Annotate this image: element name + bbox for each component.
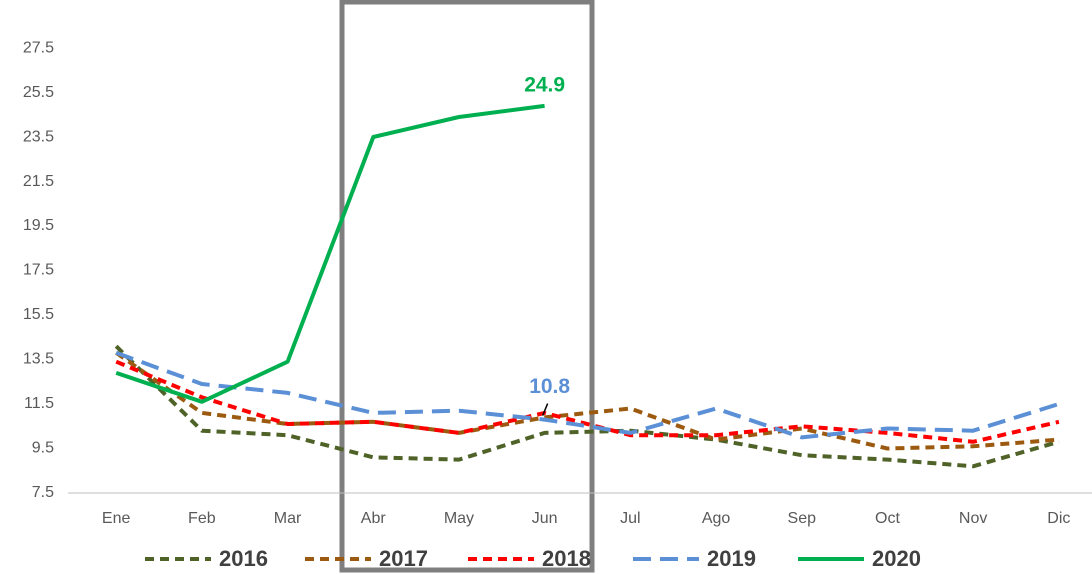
y-tick-label: 23.5	[23, 128, 54, 145]
y-tick-label: 17.5	[23, 262, 54, 279]
y-tick-label: 19.5	[23, 217, 54, 234]
series-line	[114, 344, 1060, 469]
data-label: 24.9	[524, 73, 565, 96]
y-tick-label: 25.5	[23, 84, 54, 101]
y-tick-label: 7.5	[32, 484, 54, 501]
x-tick-label: Jul	[620, 510, 640, 527]
y-tick-label: 11.5	[24, 395, 54, 412]
legend-label: 2020	[872, 546, 921, 571]
y-tick-label: 9.5	[32, 440, 54, 457]
series-line	[115, 103, 545, 404]
x-tick-label: Abr	[361, 510, 387, 527]
x-tick-label: Jun	[532, 510, 558, 527]
leader-line	[541, 403, 549, 416]
x-tick-label: Oct	[875, 510, 900, 527]
y-tick-label: 13.5	[23, 351, 54, 368]
legend-label: 2017	[379, 546, 428, 571]
highlight-box	[339, 0, 595, 573]
x-tick-label: Feb	[188, 510, 216, 527]
y-tick-label: 15.5	[23, 306, 54, 323]
x-tick-label: May	[444, 510, 474, 527]
legend-label: 2018	[542, 546, 591, 571]
data-label: 10.8	[529, 375, 570, 398]
x-tick-label: Nov	[959, 510, 987, 527]
y-tick-label: 27.5	[23, 39, 54, 56]
x-tick-label: Ene	[102, 510, 131, 527]
series-line	[115, 351, 1060, 451]
y-tick-label: 21.5	[23, 173, 54, 190]
x-tick-label: Sep	[788, 510, 817, 527]
x-tick-label: Dic	[1047, 510, 1070, 527]
legend-label: 2016	[219, 546, 268, 571]
x-tick-label: Mar	[274, 510, 302, 527]
series-line	[115, 350, 1060, 440]
x-tick-label: Ago	[702, 510, 731, 527]
series-line	[115, 359, 1060, 444]
legend-label: 2019	[707, 546, 756, 571]
